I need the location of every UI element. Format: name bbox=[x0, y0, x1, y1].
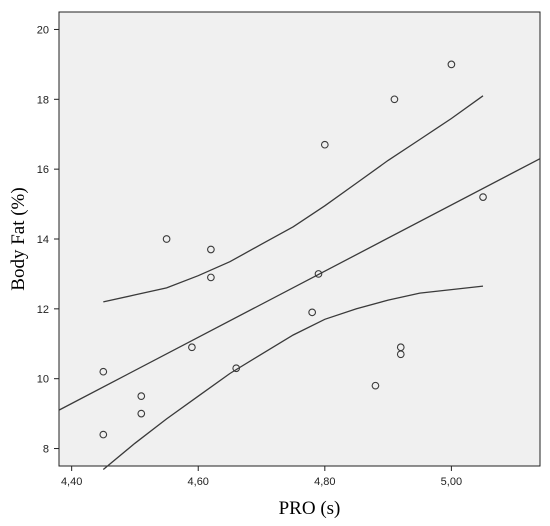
y-tick-label: 14 bbox=[37, 234, 49, 246]
x-tick-label: 4,40 bbox=[61, 476, 82, 488]
data-point bbox=[99, 367, 108, 376]
upper-confidence-band bbox=[103, 95, 484, 303]
data-points bbox=[99, 60, 487, 439]
regression-line-group bbox=[58, 158, 541, 411]
data-point bbox=[390, 95, 399, 104]
y-tick-label: 8 bbox=[43, 444, 49, 456]
confidence-bands bbox=[102, 95, 484, 471]
data-point bbox=[207, 245, 215, 254]
x-axis: 4,40 4,60 4,80 5,00 bbox=[61, 466, 462, 488]
data-point bbox=[371, 381, 380, 390]
data-point bbox=[137, 392, 146, 401]
data-point bbox=[314, 270, 323, 278]
x-tick-label: 5,00 bbox=[441, 476, 462, 488]
data-point bbox=[320, 140, 329, 149]
data-point bbox=[207, 273, 215, 282]
plot-area bbox=[58, 11, 541, 467]
y-tick-label: 10 bbox=[37, 374, 49, 386]
regression-line bbox=[58, 158, 541, 411]
data-point bbox=[99, 430, 108, 439]
y-tick-label: 16 bbox=[37, 164, 49, 176]
x-axis-title: PRO (s) bbox=[279, 498, 341, 519]
y-tick-label: 18 bbox=[37, 94, 49, 106]
data-point bbox=[479, 193, 487, 201]
data-point bbox=[232, 364, 241, 373]
y-tick-label: 12 bbox=[37, 304, 49, 316]
data-point bbox=[447, 60, 456, 69]
x-tick-label: 4,60 bbox=[188, 476, 209, 488]
data-point bbox=[188, 343, 196, 352]
y-tick-label: 20 bbox=[37, 24, 49, 36]
data-point bbox=[162, 235, 171, 243]
y-axis: 8 10 12 14 16 18 20 bbox=[37, 24, 59, 456]
lower-confidence-band bbox=[102, 285, 484, 471]
x-tick-label: 4,80 bbox=[314, 476, 335, 488]
data-point bbox=[396, 350, 405, 359]
y-axis-title: Body Fat (%) bbox=[8, 187, 29, 290]
data-point bbox=[308, 308, 317, 317]
data-point bbox=[137, 409, 146, 418]
